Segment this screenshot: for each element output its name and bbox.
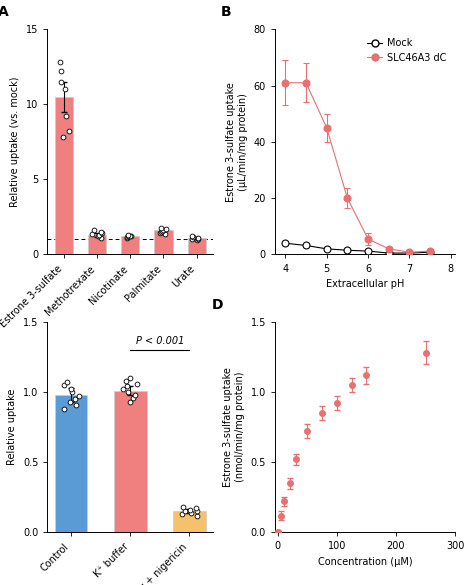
Point xyxy=(89,229,96,239)
Point xyxy=(61,85,69,94)
Y-axis label: Relative uptake: Relative uptake xyxy=(8,389,18,465)
Bar xyxy=(188,238,206,254)
Point xyxy=(193,236,201,245)
Point xyxy=(193,507,201,516)
Point xyxy=(97,228,104,237)
Point xyxy=(123,232,131,242)
Point xyxy=(133,379,141,388)
Point xyxy=(72,400,80,410)
Point xyxy=(60,404,68,414)
Point xyxy=(158,226,166,236)
Point xyxy=(181,506,189,515)
X-axis label: Concentration (μM): Concentration (μM) xyxy=(318,557,412,567)
Point xyxy=(97,233,105,243)
Point xyxy=(75,391,83,401)
Bar xyxy=(55,97,73,254)
Text: D: D xyxy=(212,298,223,312)
Point xyxy=(63,112,70,121)
Text: B: B xyxy=(221,5,231,19)
Bar xyxy=(173,511,206,532)
Point xyxy=(186,505,194,515)
Point xyxy=(67,384,75,394)
Point xyxy=(127,397,134,407)
Bar xyxy=(88,235,106,254)
Point xyxy=(178,510,185,519)
Point xyxy=(126,231,134,240)
Point xyxy=(187,508,195,517)
Y-axis label: Relative uptake (vs. mock): Relative uptake (vs. mock) xyxy=(10,77,20,207)
Point xyxy=(57,77,64,87)
Bar xyxy=(155,230,173,254)
Point xyxy=(64,377,71,387)
Point xyxy=(157,223,164,233)
Point xyxy=(125,232,132,241)
Point xyxy=(123,233,131,243)
Point xyxy=(94,232,102,241)
Text: A: A xyxy=(0,5,9,19)
Point xyxy=(65,127,73,136)
Point xyxy=(60,380,68,390)
Y-axis label: Estrone 3-sulfate uptake
(μL/min/mg protein): Estrone 3-sulfate uptake (μL/min/mg prot… xyxy=(227,82,248,202)
Point xyxy=(129,393,137,402)
Point xyxy=(194,233,201,243)
Point xyxy=(123,381,131,391)
Point xyxy=(59,133,67,142)
Point xyxy=(192,504,200,513)
Point xyxy=(91,226,98,235)
Point xyxy=(119,384,127,394)
Point xyxy=(122,376,129,386)
Point xyxy=(190,232,197,242)
Point xyxy=(56,57,64,67)
Point xyxy=(180,503,187,512)
Y-axis label: Estrone 3-sulfate uptake
(nmol/min/mg protein): Estrone 3-sulfate uptake (nmol/min/mg pr… xyxy=(223,367,245,487)
Text: P < 0.001: P < 0.001 xyxy=(136,336,184,346)
Point xyxy=(127,232,135,241)
Point xyxy=(68,387,76,397)
Point xyxy=(159,225,167,235)
Point xyxy=(126,373,133,383)
Point xyxy=(132,390,139,400)
Bar xyxy=(55,395,88,532)
Bar xyxy=(121,236,139,254)
Point xyxy=(125,230,132,240)
Point xyxy=(156,228,164,238)
Legend: Mock, SLC46A3 dC: Mock, SLC46A3 dC xyxy=(364,34,450,67)
Point xyxy=(188,234,196,243)
Point xyxy=(161,229,168,239)
Point xyxy=(57,67,64,76)
Point xyxy=(98,228,106,238)
Point xyxy=(95,230,103,240)
Point xyxy=(189,232,196,241)
Point xyxy=(158,228,165,237)
Point xyxy=(66,397,74,407)
Point xyxy=(125,387,132,397)
Point xyxy=(194,235,201,244)
X-axis label: Extracellular pH: Extracellular pH xyxy=(326,279,404,289)
Bar xyxy=(114,391,146,532)
Point xyxy=(193,511,201,520)
Point xyxy=(163,224,170,233)
Point xyxy=(71,394,79,404)
